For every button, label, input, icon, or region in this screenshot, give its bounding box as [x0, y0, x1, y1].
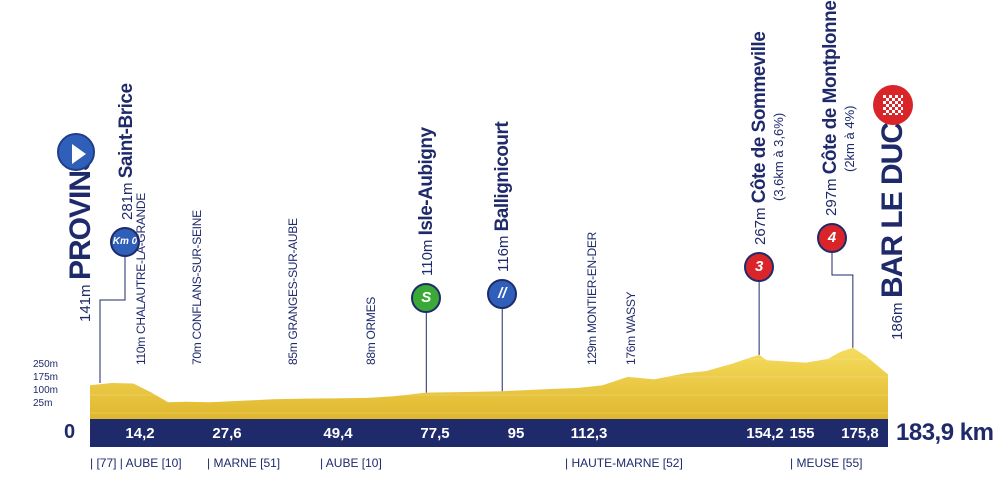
place-name: Ballignicourt	[492, 121, 514, 232]
km-mark-label: 155	[789, 425, 815, 442]
place-label: 85m GRANGES-SUR-AUBE	[284, 218, 302, 365]
distance-bar	[90, 419, 888, 447]
place-name: Côte de Montplonne	[820, 0, 841, 175]
place-label: 267m Côte de Sommeville	[749, 32, 771, 245]
place-name: GRANGES-SUR-AUBE	[285, 218, 300, 340]
place-altitude: 85m	[285, 339, 300, 365]
finish-name: BAR LE DUC	[876, 123, 909, 299]
start-altitude: 141m	[77, 284, 94, 322]
place-label: 110m CHALAUTRE-LA-GRANDE	[132, 193, 150, 365]
place-altitude: 110m	[419, 235, 437, 276]
sprint-marker-icon: S	[411, 283, 442, 313]
place-name: CHALAUTRE-LA-GRANDE	[133, 193, 148, 335]
altitude-tick-175: 175m	[33, 372, 59, 383]
place-altitude: 267m	[752, 203, 770, 245]
place-name: WASSY	[624, 291, 639, 334]
start-name: PROVINS	[64, 151, 97, 281]
place-altitude: 129m	[585, 333, 600, 365]
marker-stem	[831, 252, 854, 348]
place-label: 116m Ballignicourt	[492, 122, 514, 272]
place-label: 110m Isle-Aubigny	[416, 127, 438, 276]
place-name: Côte de Sommeville	[749, 31, 771, 204]
place-label: 176m WASSY	[622, 292, 640, 365]
department-77-aube: | [77] | AUBE [10]	[90, 456, 182, 470]
place-name: Saint-Brice	[116, 83, 137, 179]
km-mark-label: 49,4	[323, 425, 353, 442]
finish-flag-icon	[873, 85, 913, 125]
climb-detail: (3,6km à 3,6%)	[771, 112, 787, 201]
place-altitude: 176m	[624, 333, 639, 365]
km-mark-label: 77,5	[420, 425, 450, 442]
place-altitude: 116m	[495, 231, 513, 272]
start-flag-icon	[57, 133, 95, 171]
altitude-tick-100: 100m	[33, 385, 59, 396]
place-name: MONTIER-EN-DER	[585, 232, 600, 334]
place-altitude: 110m	[133, 334, 148, 365]
place-name: Isle-Aubigny	[416, 127, 438, 236]
place-name: ORMES	[363, 297, 378, 340]
zero-km-label: 0	[64, 421, 76, 443]
place-altitude: 88m	[363, 339, 378, 365]
km-mark-label: 112,3	[570, 425, 608, 442]
marker-stem	[99, 256, 126, 383]
feed-zone-marker-icon: //	[487, 279, 518, 309]
start-label: 141m PROVINS	[64, 152, 98, 322]
place-label: 88m ORMES	[362, 297, 380, 365]
km-mark-label: 27,6	[212, 425, 242, 442]
total-distance-label: 183,9 km	[896, 419, 994, 446]
km0-marker-icon: Km 0	[110, 227, 140, 257]
place-label: 297m Côte de Montplonne	[820, 1, 842, 216]
place-altitude: 70m	[190, 339, 205, 365]
km-mark-label: 154,2	[746, 425, 784, 442]
department-aube: | AUBE [10]	[320, 456, 382, 470]
checkered-flag-icon	[883, 95, 903, 115]
place-altitude: 297m	[823, 174, 840, 216]
place-name: CONFLANS-SUR-SEINE	[190, 210, 205, 340]
department-meuse: | MEUSE [55]	[790, 456, 863, 470]
department-marne: | MARNE [51]	[207, 456, 281, 470]
play-arrow-icon	[72, 144, 86, 164]
finish-label: 186m BAR LE DUC	[876, 123, 910, 340]
climb-marker-icon: 4	[817, 223, 847, 253]
elevation-area	[90, 347, 888, 419]
altitude-tick-25: 25m	[33, 398, 53, 409]
climb-detail: (2km à 4%)	[842, 105, 857, 172]
department-haute-marne: | HAUTE-MARNE [52]	[565, 456, 683, 470]
place-label: 70m CONFLANS-SUR-SEINE	[188, 210, 206, 365]
altitude-tick-250: 250m	[33, 359, 59, 370]
km-mark-label: 95	[507, 425, 525, 442]
climb-marker-icon: 3	[744, 252, 775, 282]
km-mark-label: 175,8	[841, 425, 879, 442]
place-label: 129m MONTIER-EN-DER	[583, 232, 601, 365]
finish-altitude: 186m	[889, 302, 906, 340]
km-mark-label: 14,2	[125, 425, 155, 442]
